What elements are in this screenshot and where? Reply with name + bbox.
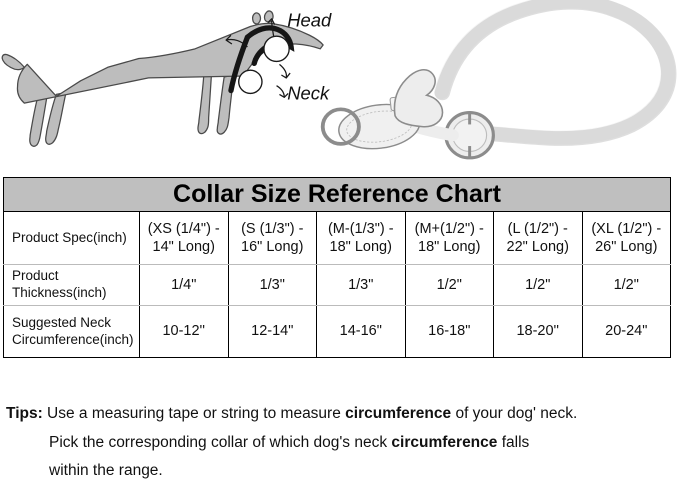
svg-text:Neck: Neck — [287, 82, 330, 103]
svg-text:Head: Head — [287, 10, 332, 31]
